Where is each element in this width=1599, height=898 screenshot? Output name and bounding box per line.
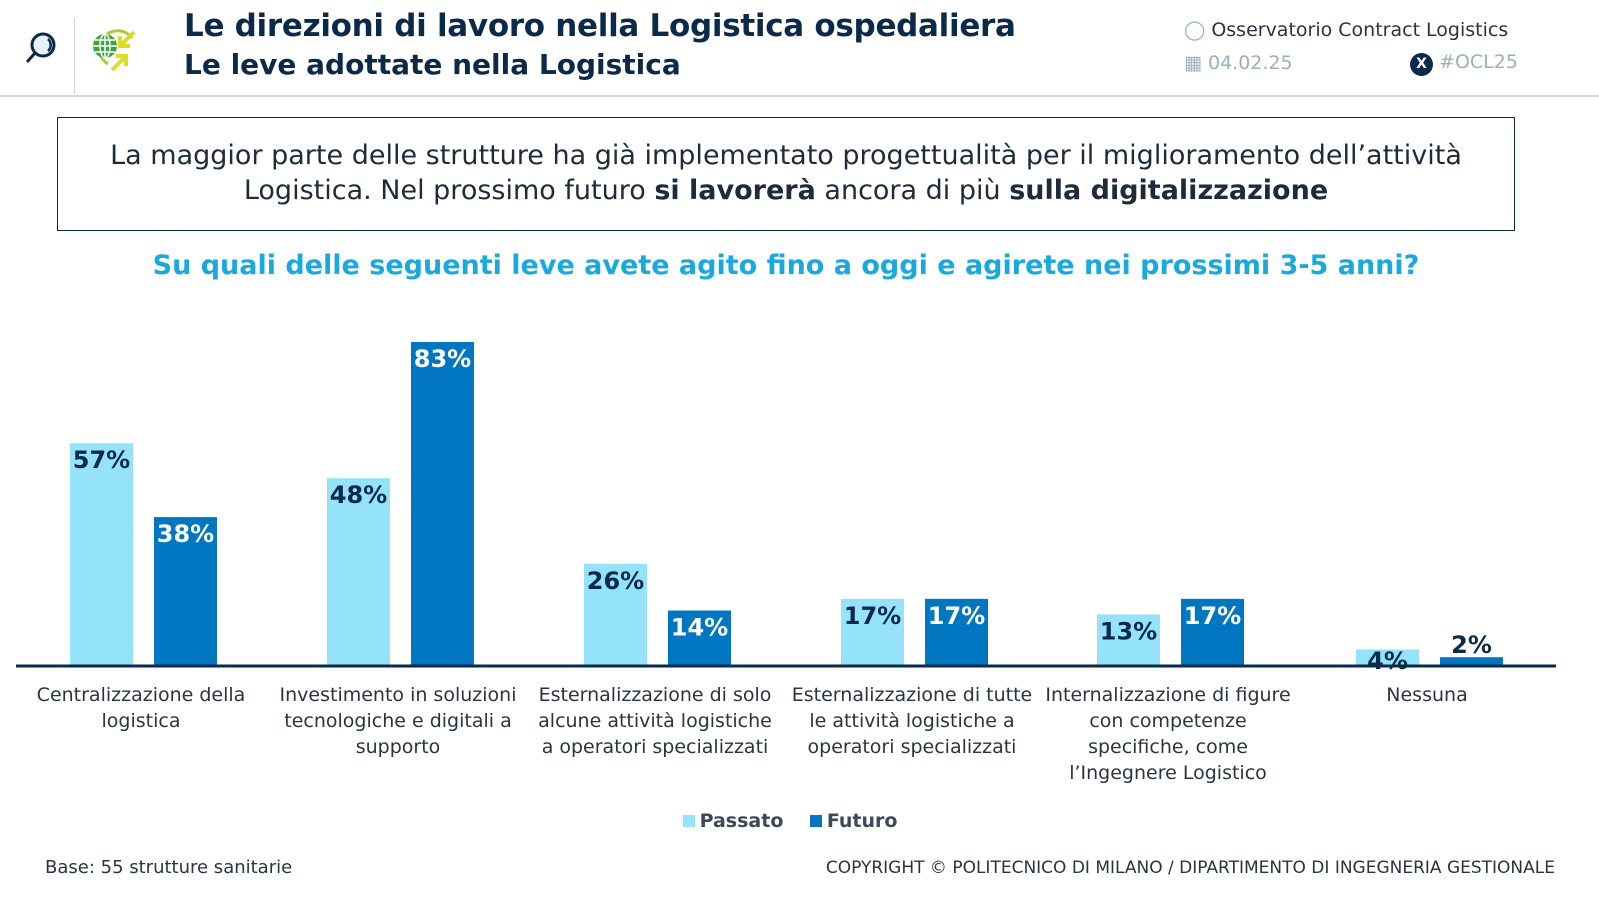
bar-futuro [668,610,731,665]
data-label: 38% [157,520,214,548]
bar-futuro [1181,598,1244,665]
bar-futuro [154,517,217,665]
data-label: 83% [414,345,471,373]
data-label: 4% [1367,647,1408,675]
category-label: Nessuna [1386,684,1468,706]
data-label: 17% [844,602,901,630]
data-label: 26% [587,567,644,595]
hashtag-row: X #OCL25 [1410,51,1518,76]
legend-item-futuro: Futuro [809,810,897,832]
bar-futuro [925,598,988,665]
data-label: 2% [1451,631,1492,659]
key-message-box: La maggior parte delle strutture ha già … [57,117,1515,231]
bar-futuro [1440,657,1503,665]
message-text: La maggior parte delle strutture ha già … [110,140,1462,206]
message-bold: si lavorerà [654,175,816,206]
category-label: Esternalizzazione di solo alcune attivit… [538,684,772,758]
page-title: Le direzioni di lavoro nella Logistica o… [184,8,1016,44]
date: 04.02.25 [1208,52,1293,74]
legend-item-passato: Passato [682,810,783,832]
data-label: 17% [928,602,985,630]
bar-passato [327,478,390,665]
message-text: ancora di più [815,175,1010,206]
legend: Passato Futuro [0,810,1580,832]
page-subtitle: Le leve adottate nella Logistica [184,48,681,81]
copyright: COPYRIGHT © POLITECNICO DI MILANO / DIPA… [825,858,1555,878]
base-note: Base: 55 strutture sanitarie [45,857,293,878]
bar-chart: 57% 38% 48% 83% 26% 14% 17% 17% 13% 17% 4% 2% [16,342,1556,675]
category-label: Centralizzazione della logistica [36,684,246,732]
x-logo-icon: X [1410,53,1433,76]
bar-futuro [411,342,474,665]
observatory-name: Osservatorio Contract Logistics [1211,19,1509,41]
bar-passato [841,598,904,665]
data-label: 17% [1184,602,1241,630]
date-row: ▦ 04.02.25 [1184,52,1293,74]
data-label: 48% [330,481,387,509]
header-divider [74,18,75,94]
message-bold: sulla digitalizzazione [1009,175,1329,206]
bar-passato [584,563,647,665]
logistics-globe-icon [90,24,140,78]
header-divider-line [0,95,1599,97]
category-label: Esternalizzazione di tutte le attività l… [791,684,1033,758]
bar-passato [1356,649,1419,665]
search-logo-icon [24,30,60,70]
category-label: Internalizzazione di figure con competen… [1045,684,1291,784]
data-label: 14% [671,614,728,642]
data-label: 57% [73,446,130,474]
observatory-icon: ◯ [1184,19,1206,41]
data-label: 13% [1100,617,1157,645]
observatory-row: ◯ Osservatorio Contract Logistics [1184,19,1508,41]
bar-passato [70,443,133,665]
bar-passato [1097,614,1160,665]
survey-question: Su quali delle seguenti leve avete agito… [152,250,1420,281]
calendar-icon: ▦ [1184,52,1202,74]
category-label: Investimento in soluzioni tecnologiche e… [279,684,517,758]
hashtag: #OCL25 [1439,51,1518,73]
